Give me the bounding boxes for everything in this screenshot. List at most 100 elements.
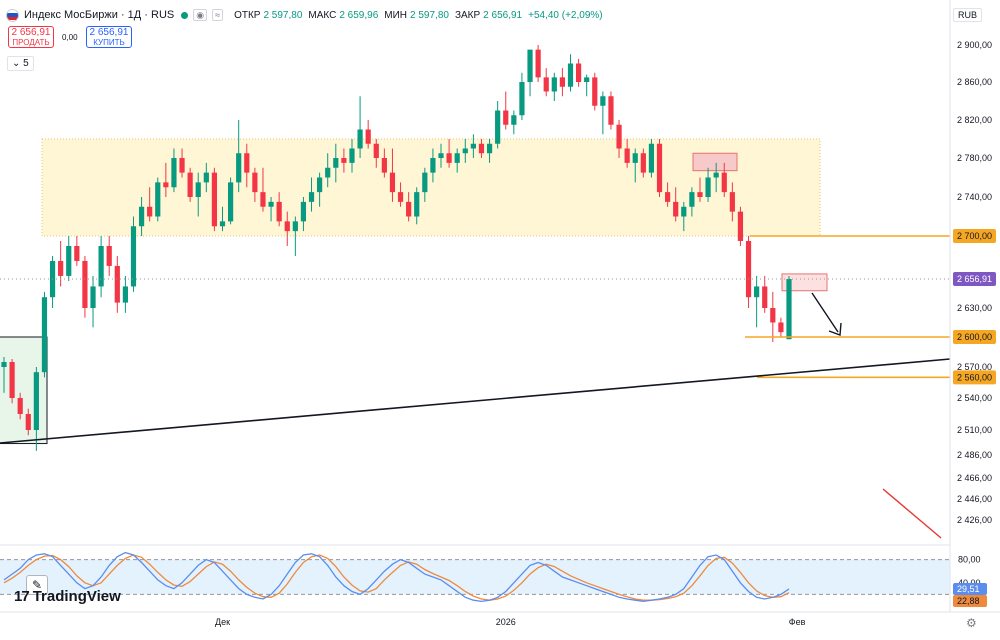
candle-body-48 — [389, 172, 396, 193]
candle-body-52 — [422, 172, 428, 193]
price-axis-background — [950, 0, 1000, 640]
candle-body-82 — [665, 192, 671, 202]
price-tick-label: 2 466,00 — [957, 473, 992, 483]
candle-body-56 — [454, 153, 460, 163]
price-tick-label: 2 426,00 — [957, 515, 992, 525]
approx-icon[interactable]: ≈ — [212, 9, 224, 21]
price-tick-label: 2 510,00 — [957, 425, 992, 435]
price-tick-label: 2 570,00 — [957, 362, 992, 372]
candle-body-34 — [276, 201, 282, 222]
candle-body-9 — [74, 245, 80, 261]
stochastic-level-label: 80,00 — [958, 555, 981, 565]
currency-selector[interactable]: RUB — [953, 8, 983, 22]
candle-body-88 — [713, 172, 719, 178]
stochastic-k-badge — [953, 583, 987, 595]
price-tick-label: 2 540,00 — [957, 393, 992, 403]
candle-body-49 — [397, 192, 404, 202]
ohlc-values: ОТКР 2 597,80 МАКС 2 659,96 МИН 2 597,80 ЗА… — [234, 10, 606, 21]
candle-body-3 — [25, 414, 31, 430]
breakout-box — [0, 336, 48, 445]
tv-logo-icon: 17 — [14, 588, 30, 605]
candle-body-61 — [495, 110, 501, 144]
candle-body-0 — [1, 362, 7, 367]
candle-body-38 — [308, 192, 315, 202]
candles-layer — [1, 45, 792, 451]
candle-body-20 — [163, 182, 169, 188]
target-box — [781, 273, 828, 292]
trendline — [0, 358, 951, 444]
candle-body-37 — [300, 201, 307, 222]
candle-body-57 — [462, 148, 468, 154]
candle-body-94 — [762, 286, 768, 308]
candle-body-47 — [381, 158, 387, 173]
buy-label: КУПИТЬ — [93, 38, 125, 47]
candle-body-8 — [66, 245, 72, 276]
candle-body-35 — [284, 221, 290, 232]
ohlc-low-value: 2 597,80 — [410, 9, 449, 21]
stochastic-level-label: 40,00 — [958, 578, 981, 588]
candle-body-86 — [697, 192, 703, 197]
buy-button[interactable]: 2 656,91 КУПИТЬ — [86, 26, 132, 48]
stochastic-d-badge — [953, 595, 987, 607]
candle-body-87 — [705, 177, 711, 197]
candle-body-91 — [737, 211, 744, 241]
candle-body-55 — [446, 153, 452, 163]
candle-body-72 — [584, 77, 590, 82]
candle-body-85 — [689, 192, 695, 207]
candle-body-50 — [406, 201, 412, 217]
candle-body-89 — [721, 172, 727, 193]
red-drawing-line — [882, 488, 942, 539]
candle-body-65 — [527, 49, 533, 82]
candle-body-71 — [575, 63, 582, 82]
candle-body-27 — [219, 221, 226, 227]
candle-body-7 — [58, 260, 64, 276]
stochastic-k-value: 29,51 — [957, 584, 980, 594]
gear-icon[interactable]: ⚙ — [966, 616, 977, 630]
consolidation-zone — [41, 138, 821, 237]
symbol-title[interactable]: Индекс МосБиржи · 1Д · RUS — [24, 9, 175, 21]
price-badge-label: 2 560,00 — [957, 372, 992, 382]
sell-button[interactable]: 2 656,91 ПРОДАТЬ — [8, 26, 54, 48]
candle-body-40 — [325, 167, 331, 178]
ohlc-change: +54,40 (+2,09%) — [528, 9, 603, 21]
candle-body-18 — [147, 206, 153, 217]
price-badge-1 — [953, 272, 996, 286]
candle-body-10 — [82, 260, 88, 308]
candle-body-39 — [317, 177, 323, 193]
candle-body-13 — [106, 245, 112, 266]
tradingview-logo: 17 TradingView — [14, 588, 121, 605]
candle-body-84 — [681, 206, 687, 217]
candle-body-97 — [786, 279, 792, 340]
candle-body-74 — [600, 96, 606, 106]
ohlc-open-label: ОТКР — [234, 9, 261, 21]
price-tick-label: 2 820,00 — [957, 115, 992, 125]
buy-price: 2 656,91 — [89, 27, 129, 38]
symbol-header[interactable]: Индекс МосБиржи · 1Д · RUS ◉ ≈ ОТКР 2 597… — [6, 6, 606, 24]
candle-body-90 — [729, 192, 735, 212]
visibility-icon[interactable]: ◉ — [193, 9, 208, 21]
candle-body-2 — [17, 398, 23, 414]
price-tick-label: 2 780,00 — [957, 153, 992, 163]
market-status-dot-icon — [181, 11, 189, 19]
candle-body-36 — [292, 221, 298, 232]
time-tick-label: Дек — [215, 617, 230, 627]
candle-body-54 — [438, 153, 444, 158]
indicators-collapse-toggle[interactable]: ⌄ 5 — [7, 56, 34, 71]
price-tick-label: 2 486,00 — [957, 450, 992, 460]
candle-body-45 — [365, 129, 371, 144]
candle-body-22 — [179, 158, 185, 173]
price-badge-3 — [953, 370, 996, 385]
candle-body-75 — [608, 96, 614, 125]
candle-body-44 — [357, 129, 363, 149]
candle-body-67 — [543, 77, 549, 92]
candle-body-33 — [268, 201, 274, 207]
candle-body-28 — [227, 182, 234, 222]
candle-body-69 — [559, 77, 566, 87]
overlay-layer — [0, 235, 951, 539]
pencil-icon[interactable]: ✎ — [26, 575, 48, 595]
candle-body-81 — [656, 143, 663, 193]
candle-body-96 — [778, 322, 784, 333]
price-badge-label: 2 656,91 — [957, 274, 992, 284]
candle-body-64 — [519, 82, 525, 116]
